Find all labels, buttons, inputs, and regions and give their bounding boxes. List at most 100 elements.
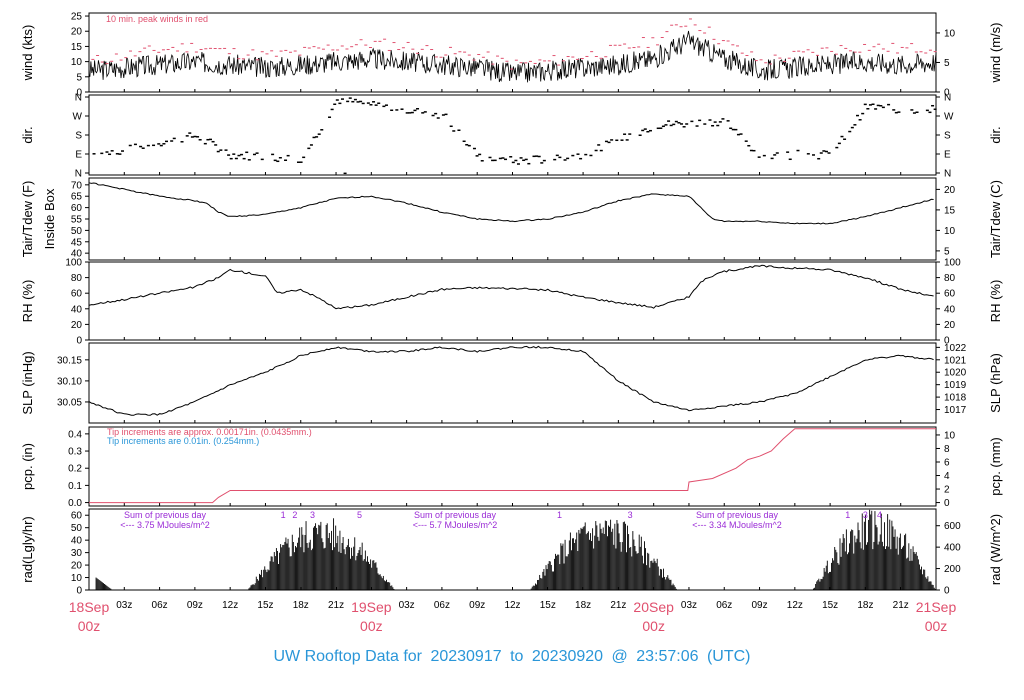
slp-rtick-label: 1020 bbox=[944, 368, 967, 379]
dir-point bbox=[871, 103, 875, 106]
x-hour-label: 03z bbox=[399, 600, 415, 611]
slp-ytick-label: 30.10 bbox=[57, 376, 82, 387]
dir-point bbox=[271, 153, 275, 156]
dir-point bbox=[133, 143, 137, 146]
dir-point bbox=[366, 102, 370, 104]
pcp-ylabel-right: pcp. (mm) bbox=[988, 437, 1003, 496]
dir-point bbox=[726, 120, 730, 122]
rad-ytick-label: 50 bbox=[71, 523, 83, 534]
pcp-rtick-label: 0 bbox=[944, 498, 950, 509]
dir-point bbox=[377, 102, 381, 105]
dir-point bbox=[170, 140, 174, 142]
footer-start-date: 20230917 bbox=[430, 648, 502, 665]
slp-rtick-label: 1017 bbox=[944, 405, 967, 416]
dir-point bbox=[159, 144, 163, 147]
dir-ytick-label-right: W bbox=[944, 112, 954, 123]
dir-point bbox=[674, 120, 678, 123]
slp-rtick-label: 1022 bbox=[944, 343, 967, 354]
dir-point bbox=[853, 124, 857, 126]
dir-point bbox=[638, 134, 642, 136]
dir-point bbox=[788, 158, 792, 161]
x-hour-label: 12z bbox=[222, 600, 238, 611]
dir-point bbox=[718, 121, 722, 123]
dir-point bbox=[667, 120, 671, 122]
x-day-label-time: 00z bbox=[360, 618, 383, 634]
dir-point bbox=[188, 132, 192, 134]
rad-marker-label: 3 bbox=[310, 510, 315, 520]
dir-point bbox=[840, 135, 844, 138]
dir-point bbox=[625, 139, 629, 141]
dir-point bbox=[685, 123, 689, 125]
temp-ytick-label: 45 bbox=[71, 237, 83, 248]
dir-point bbox=[516, 163, 520, 165]
x-hour-label: 06z bbox=[152, 600, 168, 611]
dir-point bbox=[744, 140, 748, 142]
x-hour-label: 18z bbox=[857, 600, 873, 611]
chart-footer-title: UW Rooftop Data for 20230917 to 20230920… bbox=[0, 648, 1024, 666]
rad-marker-label: 5 bbox=[357, 510, 362, 520]
dir-point bbox=[796, 149, 800, 152]
dir-point bbox=[879, 105, 883, 107]
rh-rtick-label: 80 bbox=[944, 273, 956, 284]
dir-point bbox=[242, 157, 246, 160]
dir-point bbox=[359, 100, 363, 103]
dir-point bbox=[910, 109, 914, 111]
dir-point bbox=[408, 112, 412, 114]
dir-point bbox=[346, 100, 350, 103]
x-hour-label: 03z bbox=[116, 600, 132, 611]
temp-ytick-label: 70 bbox=[71, 180, 83, 191]
wind-ytick-label: 20 bbox=[71, 27, 83, 38]
temp-ytick-label: 65 bbox=[71, 192, 83, 203]
dir-point bbox=[413, 109, 417, 112]
dir-point bbox=[731, 128, 735, 131]
temp-ytick-label: 60 bbox=[71, 203, 83, 214]
dir-point bbox=[519, 157, 523, 159]
dir-point bbox=[509, 156, 513, 158]
temp-rtick-label: 5 bbox=[944, 246, 950, 257]
wind-frame bbox=[88, 12, 937, 93]
dir-point bbox=[669, 124, 673, 127]
dir-point bbox=[139, 145, 143, 148]
rad-ytick-label: 60 bbox=[71, 511, 83, 522]
dir-point bbox=[252, 153, 256, 156]
dir-point bbox=[897, 111, 901, 113]
rh-frame bbox=[88, 261, 937, 341]
dir-point bbox=[224, 149, 228, 151]
dir-ytick-label: E bbox=[75, 150, 82, 161]
dir-point bbox=[812, 154, 816, 156]
dir-point bbox=[128, 144, 132, 147]
dir-point bbox=[876, 104, 880, 107]
temp-rtick-label: 20 bbox=[944, 185, 956, 196]
dir-point bbox=[881, 106, 885, 109]
dir-point bbox=[643, 128, 647, 130]
dir-point bbox=[690, 120, 694, 123]
dir-point bbox=[351, 100, 355, 103]
pcp-rtick-label: 10 bbox=[944, 430, 956, 441]
pcp-annotation-new: Tip increments are 0.01in. (0.254mm.) bbox=[107, 436, 259, 446]
dir-point bbox=[912, 112, 916, 114]
dir-point bbox=[434, 112, 438, 115]
dir-point bbox=[752, 149, 756, 152]
x-day-label-date: 19Sep bbox=[351, 599, 392, 615]
dir-point bbox=[260, 158, 264, 161]
dir-point bbox=[405, 112, 409, 114]
dir-point bbox=[372, 101, 376, 103]
dir-point bbox=[335, 99, 339, 101]
dir-point bbox=[240, 153, 244, 156]
dir-point bbox=[597, 144, 601, 146]
slp-ytick-label: 30.05 bbox=[57, 397, 82, 408]
dir-point bbox=[695, 125, 699, 127]
dir-point bbox=[604, 140, 608, 143]
dir-point bbox=[361, 102, 365, 105]
dir-point bbox=[234, 157, 238, 160]
x-hour-label: 21z bbox=[328, 600, 344, 611]
x-day-label-date: 21Sep bbox=[916, 599, 957, 615]
rad-ytick-label: 0 bbox=[76, 586, 82, 597]
dir-point bbox=[757, 156, 761, 158]
x-hour-label: 03z bbox=[681, 600, 697, 611]
x-hour-label: 06z bbox=[434, 600, 450, 611]
dir-point bbox=[348, 97, 352, 99]
dir-point bbox=[747, 144, 751, 147]
dir-point bbox=[615, 139, 619, 142]
rad-note-line1: Sum of previous day bbox=[414, 510, 497, 520]
